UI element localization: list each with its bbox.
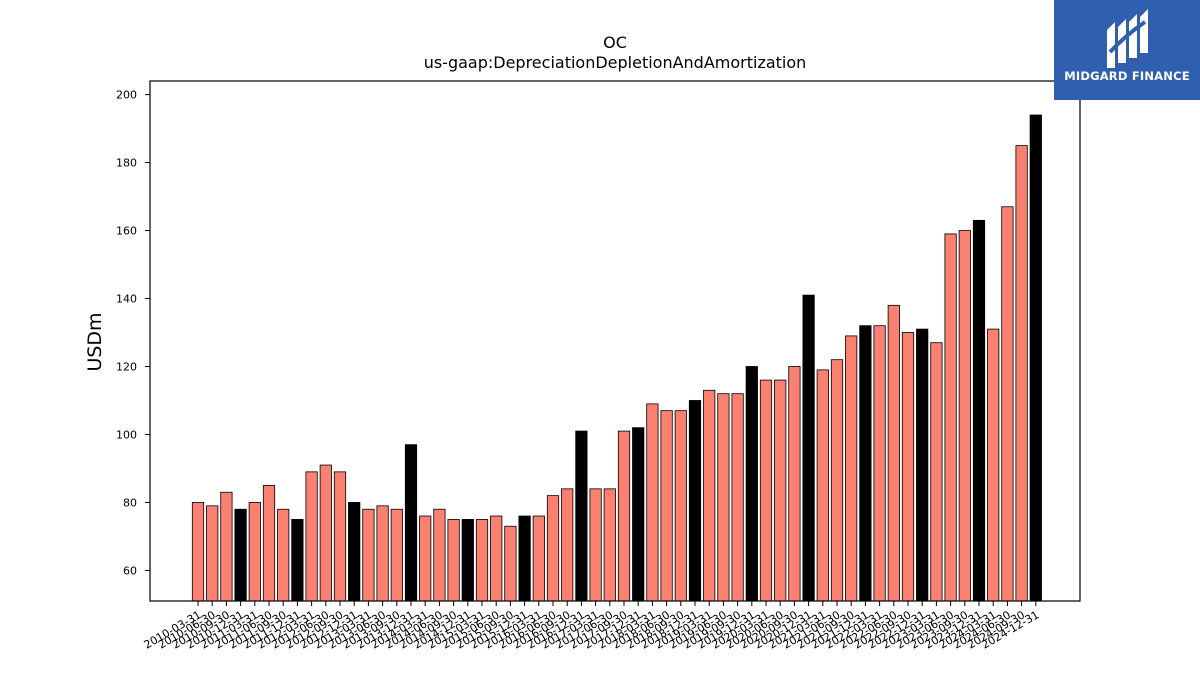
bar-2019-12-31 (745, 366, 758, 602)
bars-group (191, 114, 1042, 602)
bar-2014-12-31 (461, 519, 474, 602)
bar-2023-12-31 (972, 219, 986, 602)
bar-2022-09-30 (901, 332, 915, 602)
bar-2011-09-30 (277, 508, 290, 602)
bar-2010-09-30 (220, 491, 233, 602)
bar-2017-06-30 (603, 488, 616, 602)
bar-2014-03-31 (419, 515, 432, 602)
bar-2010-12-31 (234, 508, 247, 602)
bar-2019-03-31 (703, 389, 716, 602)
bar-2010-06-30 (206, 505, 219, 602)
y-tick-label: 120 (116, 360, 137, 373)
bar-2013-12-31 (404, 444, 418, 602)
bar-2013-03-31 (362, 508, 375, 602)
bar-2024-06-30 (1001, 206, 1014, 602)
bar-2016-09-30 (561, 488, 574, 602)
bar-2021-06-30 (830, 359, 844, 602)
bar-2017-12-31 (632, 427, 645, 602)
bar-2013-09-30 (390, 508, 403, 602)
bar-2016-03-31 (532, 515, 545, 602)
bar-2021-12-31 (859, 325, 872, 602)
bar-2023-06-30 (944, 233, 957, 602)
bar-2020-06-30 (774, 379, 787, 602)
bar-2013-06-30 (376, 505, 389, 602)
bar-2010-03-31 (191, 502, 205, 602)
bar-2011-03-31 (248, 502, 261, 602)
bar-2024-09-30 (1015, 145, 1028, 602)
x-axis: 2010-03-312010-06-302010-09-302010-12-31… (142, 601, 1041, 652)
bar-2018-09-30 (674, 410, 687, 602)
bar-2016-12-31 (575, 430, 588, 602)
bar-2020-03-31 (759, 379, 773, 602)
bar-2018-03-31 (646, 403, 659, 602)
bar-2012-12-31 (348, 502, 361, 602)
y-tick-label: 140 (116, 293, 137, 306)
bar-2011-12-31 (291, 519, 304, 602)
bar-2024-03-31 (987, 328, 1000, 602)
bar-2012-09-30 (333, 471, 347, 602)
bar-2017-03-31 (589, 488, 602, 602)
y-axis: 60 80 100 120 140 160 180 200 (116, 89, 150, 577)
bar-2011-06-30 (262, 485, 276, 602)
bar-2022-06-30 (887, 304, 900, 602)
bar-2015-03-31 (475, 519, 489, 602)
y-tick-label: 160 (116, 225, 137, 238)
bar-2018-06-30 (660, 410, 673, 602)
bar-2014-06-30 (433, 508, 446, 602)
bar-2024-12-31 (1029, 114, 1042, 602)
bar-2023-03-31 (930, 342, 943, 602)
bar-2021-09-30 (845, 335, 858, 602)
y-tick-label: 60 (123, 564, 137, 577)
brand-logo: MIDGARD FINANCE (1054, 0, 1200, 100)
y-tick-label: 200 (116, 89, 137, 102)
bar-2017-09-30 (617, 430, 631, 602)
bar-2023-09-30 (958, 230, 971, 602)
bar-2012-03-31 (305, 471, 318, 602)
plot-frame (149, 80, 1081, 602)
chart-subtitle: us-gaap:DepreciationDepletionAndAmortiza… (424, 53, 807, 72)
y-axis-label: USDm (84, 312, 106, 371)
chart-title: OC (603, 33, 627, 52)
bar-2012-06-30 (319, 464, 332, 602)
y-tick-label: 80 (123, 496, 137, 509)
logo-mark-icon (1107, 9, 1148, 68)
bar-2022-03-31 (873, 325, 886, 602)
bar-2021-03-31 (816, 369, 829, 602)
y-tick-label: 100 (116, 428, 137, 441)
bar-2019-09-30 (731, 393, 744, 602)
bar-2015-12-31 (518, 515, 531, 602)
bar-2015-06-30 (490, 515, 503, 602)
bar-2020-12-31 (802, 294, 815, 602)
bar-2020-09-30 (788, 366, 801, 602)
bar-2014-09-30 (447, 519, 460, 602)
bar-2022-12-31 (916, 328, 929, 602)
y-tick-label: 180 (116, 157, 137, 170)
bar-2016-06-30 (546, 495, 560, 602)
bar-2019-06-30 (717, 393, 730, 602)
logo-text: MIDGARD FINANCE (1064, 69, 1190, 83)
bar-2015-09-30 (504, 525, 517, 602)
bar-2018-12-31 (688, 400, 702, 602)
